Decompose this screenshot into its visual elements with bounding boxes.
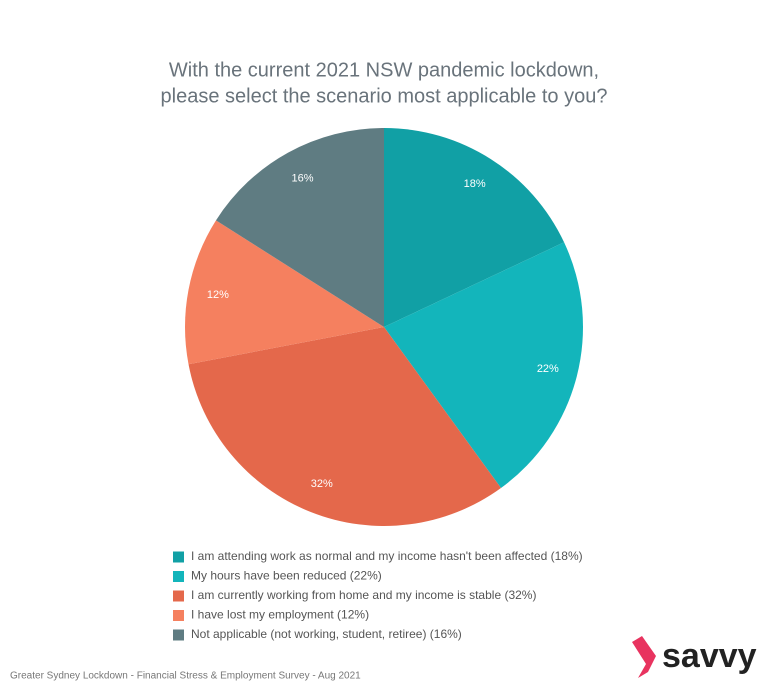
legend-label: My hours have been reduced (22%) bbox=[191, 569, 382, 583]
pie-slice bbox=[188, 327, 501, 526]
chart-title: With the current 2021 NSW pandemic lockd… bbox=[169, 59, 599, 81]
legend-swatch bbox=[173, 629, 184, 641]
logo-text: savvy bbox=[662, 637, 757, 675]
logo: savvy bbox=[632, 636, 757, 678]
data-label: 16% bbox=[291, 173, 313, 185]
pie-slice bbox=[185, 220, 384, 365]
legend-label: I am currently working from home and my … bbox=[191, 588, 536, 602]
legend-swatch bbox=[173, 590, 184, 602]
data-label: 12% bbox=[207, 289, 229, 301]
footer: Greater Sydney Lockdown - Financial Stre… bbox=[10, 671, 361, 682]
data-label: 32% bbox=[311, 478, 333, 490]
legend-swatch bbox=[173, 571, 184, 582]
legend-label: Not applicable (not working, student, re… bbox=[191, 627, 462, 641]
pie-slice bbox=[215, 128, 384, 327]
pie-slice bbox=[384, 242, 583, 488]
legend-label: I am attending work as normal and my inc… bbox=[191, 549, 583, 563]
data-label: 18% bbox=[464, 178, 486, 190]
legend-label: I have lost my employment (12%) bbox=[191, 608, 369, 622]
pie-slice bbox=[384, 128, 565, 327]
logo-icon bbox=[632, 636, 656, 678]
chart-title: please select the scenario most applicab… bbox=[161, 85, 608, 107]
legend-swatch bbox=[173, 610, 184, 621]
data-label: 22% bbox=[537, 363, 559, 375]
legend-swatch bbox=[173, 551, 184, 563]
